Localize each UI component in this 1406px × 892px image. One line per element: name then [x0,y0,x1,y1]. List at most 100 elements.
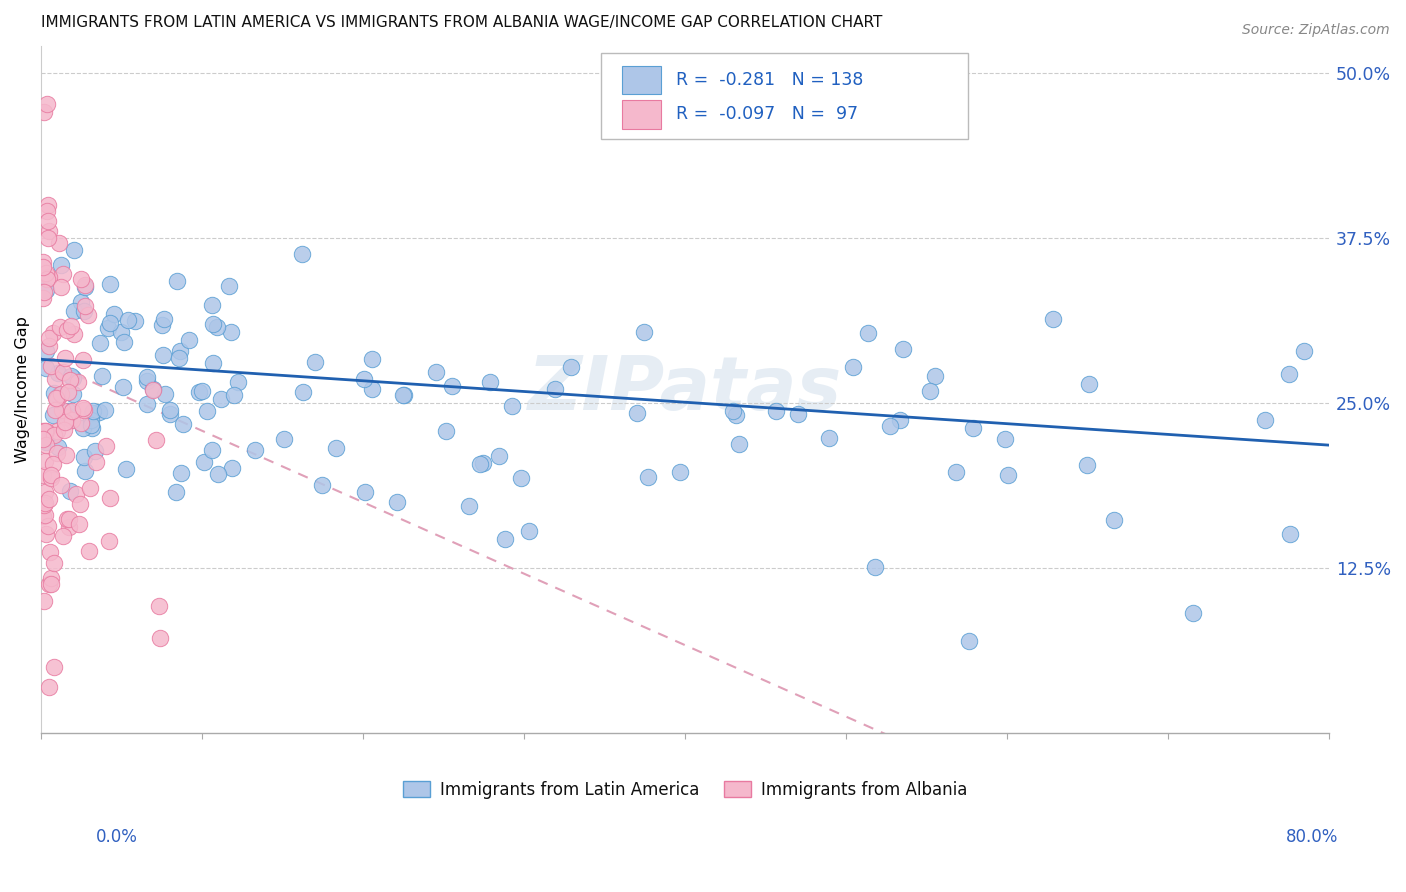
Point [58,520,80,534]
Point [501,399,523,413]
Point [394,388,416,402]
Point [58,512,80,526]
Point [34,508,56,522]
Point [353,372,375,386]
Point [136,396,159,410]
Point [44,402,66,417]
Point [62,387,84,401]
Point [136,374,159,388]
Point [84,455,107,469]
Point [195,404,218,418]
Point [89,336,111,351]
Point [1076,458,1098,472]
Point [32,285,55,299]
Bar [602,54,969,139]
Point [193,455,215,469]
Point [856,326,879,341]
Point [56,409,79,423]
Point [49,387,72,401]
Point [962,421,984,435]
Point [52,529,75,543]
Point [360,351,382,366]
Point [1253,413,1275,427]
Point [66,375,89,389]
Point [63,244,86,258]
Point [31,291,53,305]
Point [80,413,103,427]
Point [44,372,66,386]
Text: Source: ZipAtlas.com: Source: ZipAtlas.com [1241,23,1389,37]
Point [94,439,117,453]
Point [38,680,60,694]
Point [31,468,53,483]
Point [1292,343,1315,358]
Point [142,382,165,396]
Point [56,384,79,399]
Legend: Immigrants from Latin America, Immigrants from Albania: Immigrants from Latin America, Immigrant… [396,774,974,805]
Point [80,405,103,419]
Point [55,409,77,424]
Point [1102,513,1125,527]
Point [52,267,75,281]
Point [38,331,60,345]
Bar [621,66,661,95]
Point [46,392,69,406]
Point [38,224,60,238]
Point [70,295,93,310]
Point [727,437,749,451]
Point [77,309,100,323]
Point [1078,376,1101,391]
Point [488,450,510,464]
Point [34,424,56,438]
Point [39,576,62,591]
Point [786,407,808,421]
Point [221,461,243,475]
Point [39,571,62,585]
Point [87,405,110,419]
Point [42,458,65,472]
Point [166,274,188,288]
Point [222,388,245,402]
Point [1278,367,1301,381]
Point [56,322,79,336]
Point [72,353,94,368]
Point [73,402,96,417]
Point [142,383,165,397]
Point [226,375,249,389]
Point [124,314,146,328]
Point [31,432,53,446]
Point [48,388,70,402]
Point [153,312,176,326]
Point [34,105,56,120]
Point [72,401,94,416]
Point [841,360,863,375]
Point [517,524,540,539]
Point [243,443,266,458]
Point [177,333,200,347]
Point [98,491,121,506]
Point [200,298,222,312]
Point [668,466,690,480]
Point [51,280,73,294]
Point [45,391,67,405]
Point [35,203,58,218]
Point [159,407,181,421]
Point [165,485,187,500]
Point [90,368,112,383]
Point [392,388,415,402]
Point [55,448,77,462]
Point [37,198,59,212]
Point [103,307,125,321]
Point [37,231,59,245]
Point [31,255,53,269]
Point [1181,606,1204,620]
Point [59,373,82,387]
Point [82,404,104,418]
Point [209,392,232,407]
Point [440,379,463,393]
Point [35,527,58,541]
Point [48,235,70,250]
Point [292,385,315,400]
Point [509,471,531,485]
Point [117,313,139,327]
